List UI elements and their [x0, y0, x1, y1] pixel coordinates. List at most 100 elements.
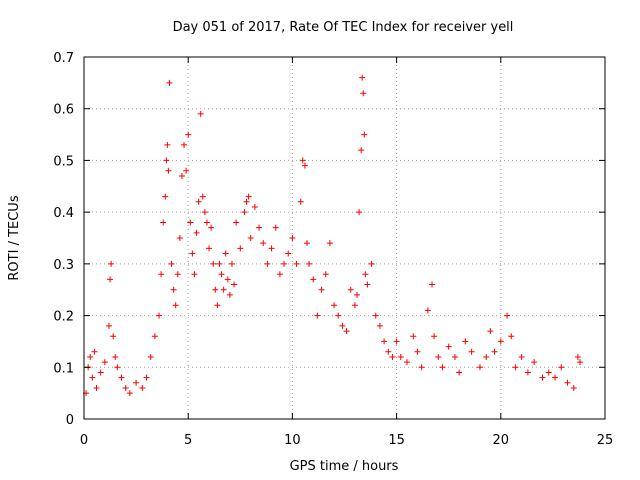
data-point	[185, 131, 192, 138]
data-point	[233, 219, 240, 226]
data-point	[224, 276, 231, 283]
data-point	[256, 224, 263, 231]
data-point	[359, 74, 366, 81]
data-point	[385, 348, 392, 355]
data-point	[539, 374, 546, 381]
data-point	[151, 333, 158, 340]
data-point	[281, 260, 288, 267]
data-point	[245, 193, 252, 200]
data-point	[168, 260, 175, 267]
data-point	[476, 364, 483, 371]
data-point	[351, 302, 358, 309]
data-point	[118, 374, 125, 381]
data-point	[210, 260, 217, 267]
data-point	[318, 286, 325, 293]
data-point	[456, 369, 463, 376]
data-point	[199, 193, 206, 200]
data-point	[201, 209, 208, 216]
data-point	[164, 141, 171, 148]
data-point	[372, 312, 379, 319]
data-point	[218, 271, 225, 278]
data-point	[160, 219, 167, 226]
data-point	[574, 353, 581, 360]
data-point	[106, 322, 113, 329]
data-point	[89, 374, 96, 381]
data-point	[101, 359, 108, 366]
data-point	[222, 250, 229, 257]
data-point	[451, 353, 458, 360]
x-tick-label: 0	[80, 433, 88, 448]
data-point	[358, 147, 365, 154]
data-point	[487, 328, 494, 335]
data-point	[431, 333, 438, 340]
data-point	[362, 271, 369, 278]
data-point	[247, 235, 254, 241]
data-point	[165, 167, 172, 174]
chart-title: Day 051 of 2017, Rate Of TEC Index for r…	[173, 20, 514, 35]
data-point	[335, 312, 342, 319]
data-point	[195, 198, 202, 205]
data-point	[166, 79, 173, 86]
data-point	[462, 338, 469, 345]
data-point	[285, 250, 292, 257]
data-point	[206, 245, 213, 252]
data-point	[445, 343, 452, 350]
data-point	[133, 379, 140, 386]
data-point	[439, 364, 446, 371]
data-point	[297, 198, 304, 205]
data-point	[435, 353, 442, 360]
data-point	[397, 353, 404, 360]
data-point	[191, 271, 198, 278]
x-tick-label: 5	[184, 433, 192, 448]
data-point	[91, 348, 98, 355]
data-point	[156, 312, 163, 319]
data-point	[497, 338, 504, 345]
data-point	[214, 302, 221, 309]
data-point	[326, 240, 333, 247]
data-point	[558, 364, 565, 371]
data-point	[181, 141, 188, 148]
data-point	[241, 209, 248, 216]
data-point	[512, 364, 519, 371]
data-point	[172, 302, 179, 309]
data-point	[418, 364, 425, 371]
data-point	[174, 271, 181, 278]
y-tick-label: 0.7	[53, 51, 74, 66]
x-tick-label: 20	[493, 433, 510, 448]
y-tick-label: 0.4	[53, 206, 74, 221]
data-point	[216, 260, 223, 267]
data-point	[322, 271, 329, 278]
data-point	[193, 229, 200, 236]
data-point	[220, 286, 227, 293]
data-point	[360, 90, 367, 97]
data-point	[122, 384, 129, 391]
data-point	[564, 379, 571, 386]
x-axis-label: GPS time / hours	[290, 459, 399, 474]
data-point	[112, 353, 119, 360]
data-point	[343, 328, 350, 335]
x-tick-label: 10	[284, 433, 301, 448]
data-point	[361, 131, 368, 138]
data-point	[404, 359, 411, 366]
data-point	[189, 250, 196, 257]
data-point	[158, 271, 165, 278]
data-point	[393, 338, 400, 345]
data-point	[364, 281, 371, 288]
data-point	[187, 219, 194, 226]
data-point	[251, 203, 258, 210]
data-point	[306, 260, 313, 267]
y-tick-label: 0.6	[53, 103, 74, 118]
data-point	[272, 224, 279, 231]
data-point	[310, 276, 317, 283]
data-point	[356, 209, 363, 216]
data-point	[314, 312, 321, 319]
data-point	[299, 157, 306, 164]
data-point	[518, 353, 525, 360]
data-point	[143, 374, 150, 381]
plot-frame	[83, 56, 606, 420]
data-point	[576, 359, 583, 366]
x-tick-label: 25	[597, 433, 614, 448]
data-point	[208, 224, 215, 231]
